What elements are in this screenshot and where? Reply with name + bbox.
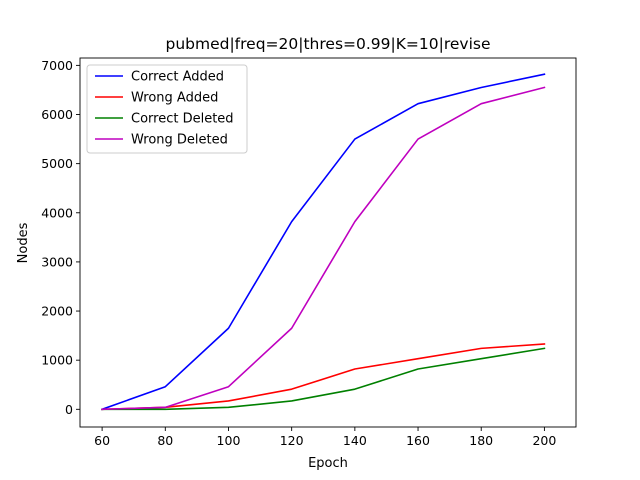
series-line-wrong-deleted bbox=[101, 86, 546, 411]
legend-label: Wrong Added bbox=[131, 91, 218, 106]
axes-frame bbox=[79, 57, 577, 428]
series-line-correct-added bbox=[101, 73, 546, 411]
x-tick-label: 120 bbox=[280, 433, 304, 448]
series-line-wrong-added bbox=[101, 343, 546, 411]
y-tick-label: 0 bbox=[65, 402, 73, 417]
x-tick-label: 60 bbox=[94, 433, 110, 448]
plot-area: 60 80 100 120 140 160 180 200010002000300040005… bbox=[41, 57, 577, 448]
x-tick-label: 160 bbox=[406, 433, 430, 448]
legend-box bbox=[86, 64, 248, 154]
x-tick-label: 100 bbox=[217, 433, 241, 448]
x-tick-label: 200 bbox=[532, 433, 556, 448]
legend-label: Wrong Deleted bbox=[131, 133, 228, 148]
x-axis-label: Epoch bbox=[308, 456, 348, 471]
legend: Correct Added Wrong Added Correct Deleted W… bbox=[86, 64, 248, 154]
chart-title: pubmed|freq=20|thres=0.99|K=10|revise bbox=[165, 35, 490, 53]
y-tick-label: 5000 bbox=[41, 156, 73, 171]
y-axis-label: Nodes bbox=[16, 222, 31, 263]
y-tick-label: 1000 bbox=[41, 353, 73, 368]
y-tick-label: 4000 bbox=[41, 205, 73, 220]
y-tick-label: 6000 bbox=[41, 107, 73, 122]
x-tick-label: 140 bbox=[343, 433, 367, 448]
legend-label: Correct Deleted bbox=[131, 112, 234, 127]
y-tick-label: 7000 bbox=[41, 58, 73, 73]
y-tick-label: 2000 bbox=[41, 304, 73, 319]
series-line-correct-deleted bbox=[101, 347, 546, 411]
x-tick-label: 80 bbox=[157, 433, 173, 448]
x-tick-label: 180 bbox=[469, 433, 493, 448]
legend-label: Correct Added bbox=[131, 70, 224, 85]
y-tick-label: 3000 bbox=[41, 254, 73, 269]
